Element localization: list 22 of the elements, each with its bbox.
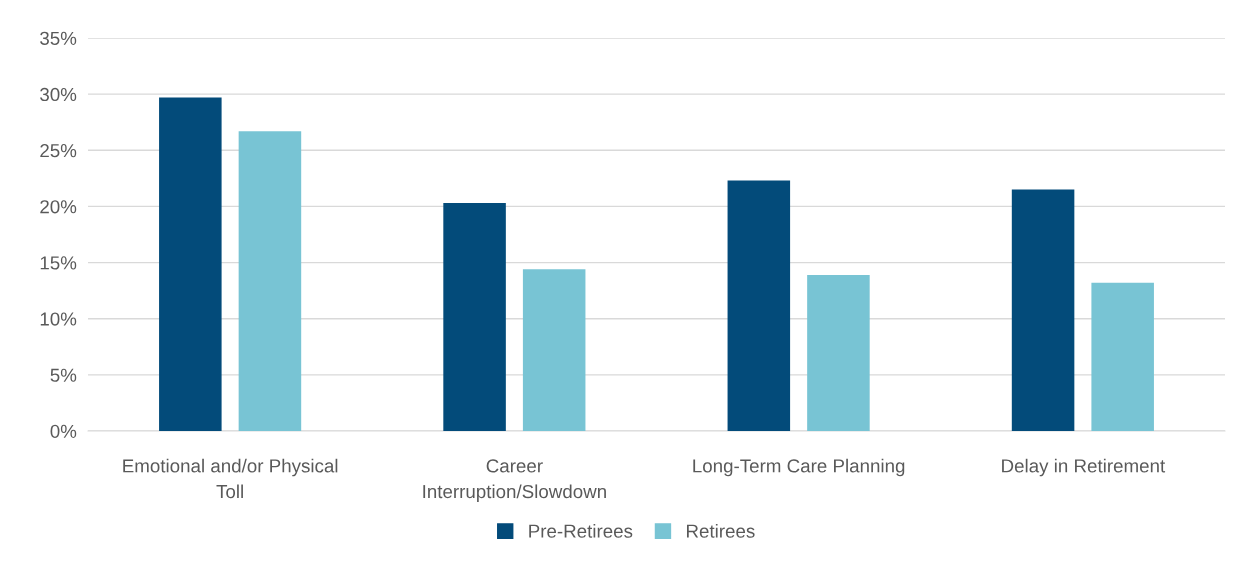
y-tick-label: 10% xyxy=(40,312,77,326)
y-tick-label: 30% xyxy=(40,87,77,102)
bar xyxy=(443,203,506,431)
bar xyxy=(807,274,870,431)
y-tick-label: 0% xyxy=(50,424,77,438)
x-tick-label: Delay in Retirement xyxy=(1002,458,1166,477)
x-tick-label: Long-Term Care Planning xyxy=(693,458,905,477)
bar xyxy=(1011,189,1075,431)
bar xyxy=(727,180,791,431)
bar xyxy=(159,97,222,431)
y-tick-label: 35% xyxy=(40,31,77,45)
bar xyxy=(238,131,302,431)
legend-label: Pre-Retirees xyxy=(529,524,633,538)
bar xyxy=(1091,282,1154,431)
x-tick-label: Emotional and/or Physical Toll xyxy=(123,458,338,499)
y-tick-label: 15% xyxy=(40,256,77,270)
bar xyxy=(522,269,586,431)
legend-label: Retirees xyxy=(687,524,755,538)
y-tick-label: 25% xyxy=(40,143,77,158)
x-tick-label: Career Interruption/Slowdown xyxy=(423,459,606,502)
y-tick-label: 20% xyxy=(40,200,77,214)
y-tick-label: 5% xyxy=(50,368,77,382)
